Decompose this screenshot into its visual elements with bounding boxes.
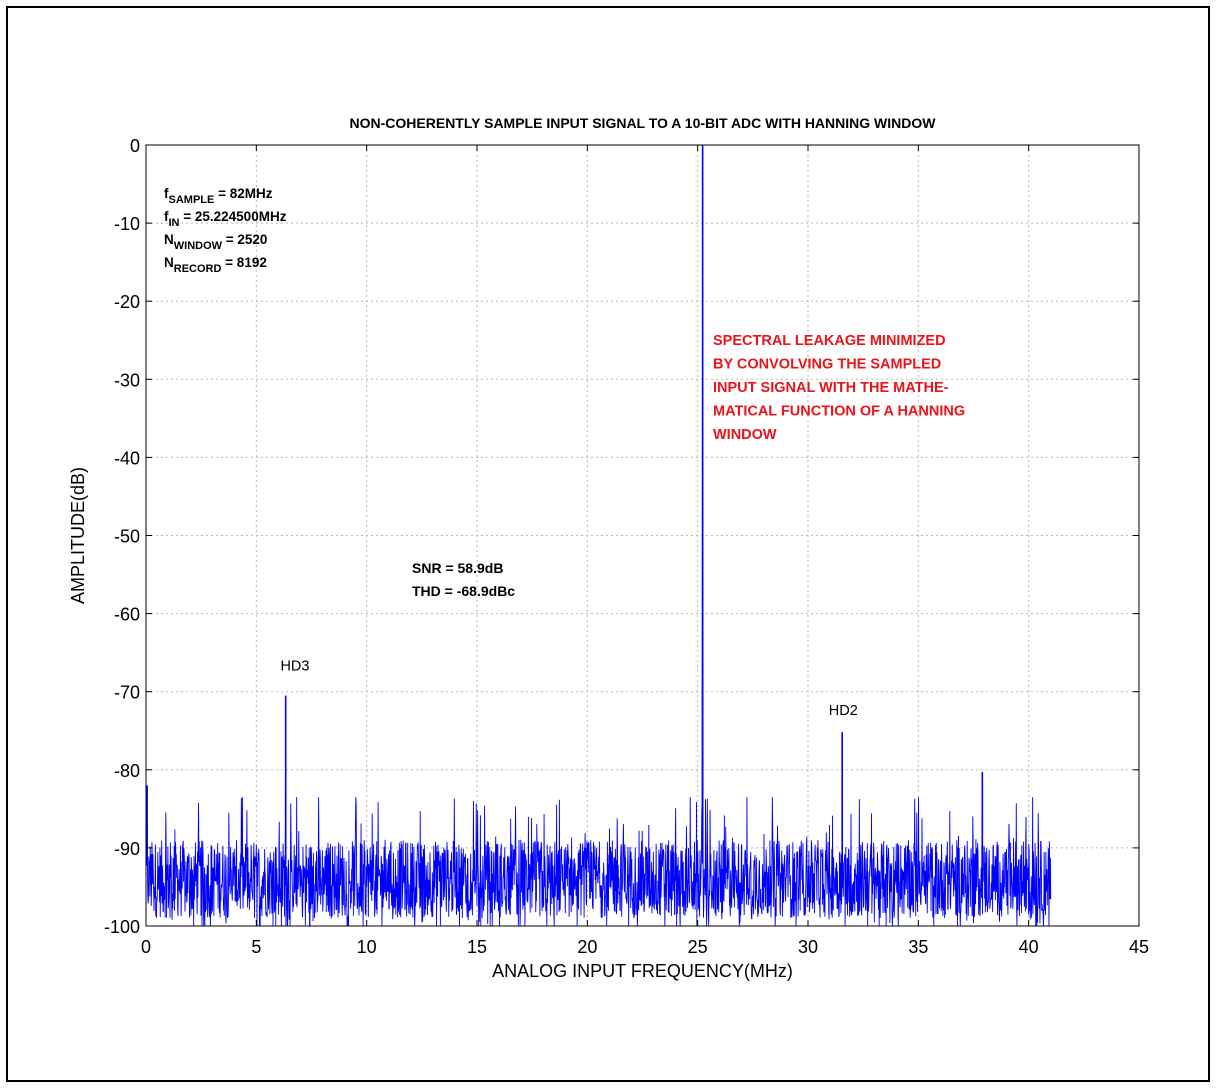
annotation-line: BY CONVOLVING THE SAMPLED (713, 357, 941, 373)
harmonic-labels: HD3 HD2 (280, 659, 857, 720)
y-tick-label: -20 (114, 292, 140, 312)
y-tick-label: -10 (114, 214, 140, 234)
spectrum-line (145, 144, 1052, 927)
metric-line: THD = -68.9dBc (412, 583, 515, 599)
y-tick-label: -40 (114, 448, 140, 468)
y-tick-label: -80 (114, 761, 140, 781)
parameter-line: NWINDOW = 2520 (164, 232, 267, 252)
y-tick-label: -30 (114, 370, 140, 390)
parameter-line: fIN = 25.224500MHz (164, 209, 287, 229)
y-tick-label: -70 (114, 683, 140, 703)
x-axis-label: ANALOG INPUT FREQUENCY(MHz) (492, 961, 793, 981)
x-tick-label: 10 (357, 937, 377, 957)
spectrum-series (145, 144, 1052, 927)
sampling-parameters: fSAMPLE = 82MHz fIN = 25.224500MHz NWINDOW… (164, 186, 287, 275)
annotation-line: MATICAL FUNCTION OF A HANNING (713, 404, 965, 420)
y-tick-label: -50 (114, 527, 140, 547)
x-tick-label: 15 (467, 937, 487, 957)
harmonic-label: HD2 (829, 703, 858, 719)
parameter-line: NRECORD = 8192 (164, 255, 267, 275)
y-tick-label: -100 (104, 917, 140, 937)
x-tick-label: 40 (1019, 937, 1039, 957)
leakage-annotation: SPECTRAL LEAKAGE MINIMIZED BY CONVOLVING … (713, 333, 965, 443)
y-axis-label: AMPLITUDE(dB) (68, 467, 88, 604)
spectrum-chart: 0 5 10 15 20 25 30 35 40 45 0 -10 -20 -30 -40 -50 -60 -70… (8, 8, 1208, 1080)
x-tick-label: 5 (251, 937, 261, 957)
y-tick-label: -60 (114, 605, 140, 625)
harmonic-label: HD3 (280, 659, 309, 675)
parameter-line: fSAMPLE = 82MHz (164, 186, 273, 206)
figure-frame: 0 5 10 15 20 25 30 35 40 45 0 -10 -20 -30 -40 -50 -60 -70… (6, 6, 1210, 1082)
x-tick-label: 0 (141, 937, 151, 957)
annotation-line: SPECTRAL LEAKAGE MINIMIZED (713, 333, 946, 349)
y-tick-label: 0 (130, 136, 140, 156)
axis-ticks: 0 5 10 15 20 25 30 35 40 45 0 -10 -20 -30 -40 -50 -60 -70… (104, 136, 1149, 957)
x-tick-label: 20 (577, 937, 597, 957)
x-tick-label: 35 (908, 937, 928, 957)
y-tick-label: -90 (114, 839, 140, 859)
annotation-line: WINDOW (713, 427, 777, 443)
metric-line: SNR = 58.9dB (412, 560, 503, 576)
annotation-line: INPUT SIGNAL WITH THE MATHE- (713, 380, 949, 396)
chart-background (8, 8, 1208, 1080)
chart-title: NON-COHERENTLY SAMPLE INPUT SIGNAL TO A … (350, 115, 937, 131)
x-tick-label: 30 (798, 937, 818, 957)
x-tick-label: 25 (688, 937, 708, 957)
snr-thd-metrics: SNR = 58.9dB THD = -68.9dBc (412, 560, 515, 599)
x-tick-label: 45 (1129, 937, 1149, 957)
